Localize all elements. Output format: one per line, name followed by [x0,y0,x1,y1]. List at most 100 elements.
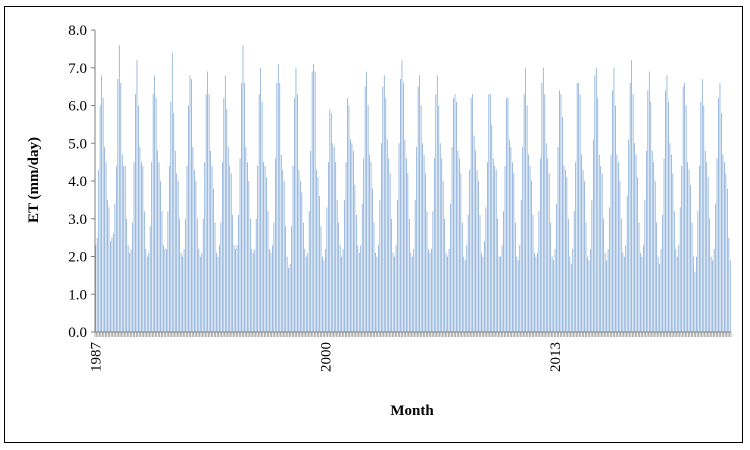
bar [141,162,142,333]
bar [322,256,323,332]
bar [192,147,194,332]
bar [272,245,273,332]
bar [330,113,332,332]
bar [145,248,147,332]
bar [161,211,163,332]
x-tick-label: 2000 [318,342,334,372]
bar [519,245,521,332]
bar [622,252,624,332]
bar [146,256,148,332]
bar [654,181,656,332]
bar [148,252,150,332]
bar [716,158,718,332]
bar [297,94,298,333]
bar [726,188,728,332]
bar [382,86,384,333]
bar [163,245,164,332]
bar [724,162,725,333]
bar [217,256,219,332]
bar [383,75,385,333]
bar [249,218,251,332]
bar [615,105,616,332]
bar [442,181,444,332]
bar [423,154,425,332]
bar [341,256,342,332]
bar [410,252,412,332]
bar [553,260,554,332]
bar [170,101,172,332]
bar [127,245,129,332]
bar [404,139,406,332]
bar [392,252,394,332]
bar [361,203,363,332]
bar [142,165,144,332]
bar [353,150,354,332]
bar [551,256,553,332]
bar [631,60,632,332]
bar [406,158,407,332]
bar [96,237,98,333]
bar [176,173,178,332]
bar [98,169,100,332]
bar [594,75,596,333]
bar [202,218,204,332]
bar [168,165,170,332]
bar [644,199,646,333]
bar [288,267,289,332]
bar [532,214,534,332]
bar [388,158,390,332]
bar [205,94,207,333]
bar [113,233,114,332]
bar [235,248,236,332]
y-tick-label: 0.0 [68,325,87,341]
bar [566,177,568,332]
bar [242,45,244,332]
bar [335,162,337,333]
bar [460,173,462,332]
bar [587,256,588,332]
bar [688,169,690,332]
bar [671,154,672,332]
bar [698,165,700,332]
bar [238,214,239,332]
bar [258,94,260,333]
bar [447,256,448,332]
bar [591,199,593,333]
bar [295,67,297,332]
bar [273,222,275,332]
bar [118,45,120,332]
bar [582,169,584,332]
bar [351,143,353,332]
bar [99,105,101,332]
bar [347,97,348,332]
bar [513,173,515,332]
bar [304,248,306,332]
bar [182,256,183,332]
bar [292,165,294,332]
bar [229,165,231,332]
bar [308,211,310,332]
bar [254,248,256,332]
bar [274,158,276,332]
bar [570,264,572,332]
bar [248,181,250,332]
bar [239,158,241,332]
bar [350,139,351,332]
bar [542,67,544,332]
bar [367,105,369,332]
bar [173,113,175,332]
bar [157,150,158,332]
bar [512,162,513,333]
bar [105,162,107,333]
bar [355,214,357,332]
bar [516,256,518,332]
bar [500,256,501,332]
bar [588,260,590,332]
bar [260,67,261,332]
bar [728,237,730,333]
bar [428,248,429,332]
bar [433,158,435,332]
bar [358,252,360,332]
bar [160,181,161,332]
